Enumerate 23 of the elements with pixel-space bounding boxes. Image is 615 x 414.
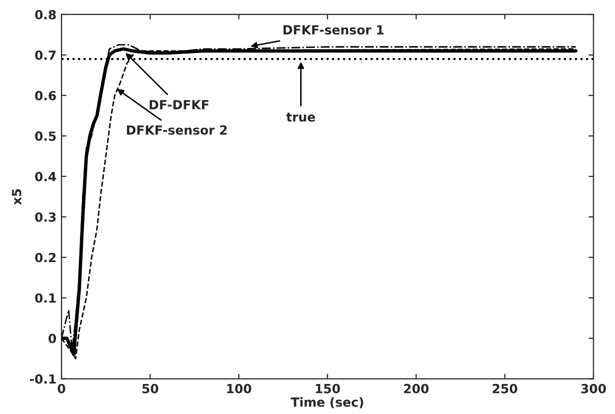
y-tick-label: 0.8 (35, 10, 56, 20)
y-tick-label: 0.3 (35, 212, 56, 222)
y-tick-label: -0.1 (30, 374, 56, 384)
x-tick-label: 200 (404, 384, 429, 394)
x-tick-label: 50 (142, 384, 158, 394)
y-tick-label: 0.1 (35, 293, 56, 303)
x-tick-label: 300 (581, 384, 606, 394)
annotation: DF-DFKF (150, 100, 208, 110)
y-tick-label: 0.5 (35, 131, 56, 141)
x-tick-label: 250 (492, 384, 518, 394)
x-tick-label: 150 (316, 384, 340, 394)
ref-line-label: true (286, 112, 316, 122)
y-axis-title: x5 (12, 189, 22, 205)
y-tick-label: 0.2 (35, 252, 56, 262)
annotation: DFKF-sensor 2 (126, 125, 227, 135)
y-tick-label: 0.7 (35, 50, 56, 60)
x-tick-label: 100 (227, 384, 252, 394)
y-tick-label: 0 (48, 334, 56, 344)
x-tick-label: 0 (58, 384, 66, 394)
annotation: DFKF-sensor 1 (284, 25, 384, 35)
y-tick-label: 0.6 (35, 90, 56, 100)
y-tick-label: 0.4 (35, 172, 56, 182)
x-axis-title: Time (sec) (290, 397, 364, 408)
